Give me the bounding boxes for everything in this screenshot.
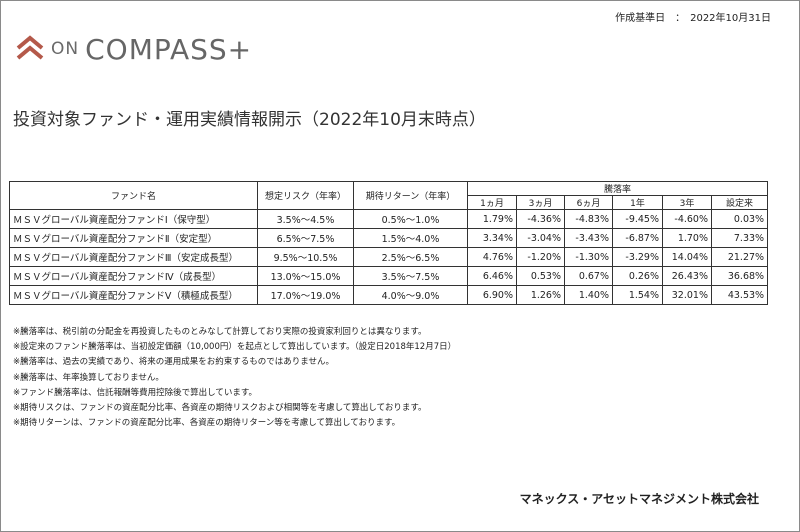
- table-cell: -1.30%: [564, 247, 613, 267]
- table-cell: 32.01%: [662, 285, 712, 305]
- table-cell: 6.46%: [467, 266, 517, 286]
- table-body: ＭＳＶグローバル資産配分ファンドⅠ（保守型） 3.5%～4.5% 0.5%～1.0%…: [9, 209, 769, 305]
- table-cell: 0.53%: [516, 266, 565, 286]
- header-cell: 期待リターン（年率）: [353, 181, 468, 210]
- note: ※設定来のファンド騰落率は、当初設定価額（10,000円）を起点として算出してい…: [13, 342, 457, 353]
- header-cell: 設定来: [710, 195, 769, 210]
- table-cell: 0.26%: [612, 266, 663, 286]
- date: 2022年10月31日: [690, 13, 771, 24]
- fund-name: ＭＳＶグローバル資産配分ファンドⅠ（保守型）: [9, 209, 258, 229]
- table-cell: 4.0%～9.0%: [353, 285, 468, 305]
- table-cell: -4.83%: [564, 209, 613, 229]
- note: ※騰落率は、税引前の分配金を再投資したものとみなして計算しており実際の投資家利回…: [13, 327, 427, 337]
- header-cell: 3年: [662, 195, 712, 210]
- table-cell: -1.20%: [516, 247, 565, 267]
- table-cell: 26.43%: [662, 266, 712, 286]
- logo-prefix: ON: [51, 39, 80, 59]
- table-cell: 7.33%: [710, 228, 769, 248]
- table-cell: -3.04%: [516, 228, 565, 248]
- table-cell: 6.90%: [467, 285, 517, 305]
- table-row: ＭＳＶグローバル資産配分ファンドⅡ（安定型） 6.5%～7.5% 1.5%～4.0%…: [9, 228, 769, 248]
- table-cell: -4.60%: [662, 209, 712, 229]
- logo-icon: [16, 35, 44, 60]
- fund-name: ＭＳＶグローバル資産配分ファンドⅡ（安定型）: [9, 228, 258, 248]
- table-cell: 13.0%～15.0%: [257, 266, 354, 286]
- note: ※騰落率は、年率換算しておりません。: [13, 372, 164, 383]
- table-cell: 4.76%: [467, 247, 517, 267]
- note: ※騰落率は、過去の実績であり、将来の運用成果をお約束するものではありません。: [13, 357, 334, 368]
- table-cell: 1.26%: [516, 285, 565, 305]
- table-cell: 1.70%: [662, 228, 712, 248]
- table-cell: 0.5%～1.0%: [353, 209, 468, 229]
- header-cell: 3ヵ月: [516, 195, 565, 210]
- table-row: ＭＳＶグローバル資産配分ファンドⅤ（積極成長型） 17.0%～19.0% 4.0%～…: [9, 285, 769, 305]
- header-cell: 1ヵ月: [467, 195, 517, 210]
- date-separator: ：: [675, 13, 681, 24]
- fund-name: ＭＳＶグローバル資産配分ファンドⅤ（積極成長型）: [9, 285, 258, 305]
- header-cell: 騰落率: [466, 181, 769, 196]
- table-cell: 43.53%: [710, 285, 769, 305]
- table-cell: 1.40%: [564, 285, 613, 305]
- table-cell: 21.27%: [710, 247, 769, 267]
- table-cell: 3.34%: [467, 228, 517, 248]
- table-cell: -6.87%: [612, 228, 663, 248]
- fund-name: ＭＳＶグローバル資産配分ファンドⅣ（成長型）: [9, 266, 258, 286]
- logo: ON COMPASS+: [15, 31, 252, 67]
- table-cell: 3.5%～4.5%: [257, 209, 354, 229]
- date-line: 作成基準日 ： 2022年10月31日: [615, 9, 771, 24]
- table-cell: -3.43%: [564, 228, 613, 248]
- notes: ※騰落率は、税引前の分配金を再投資したものとみなして計算しており実際の投資家利回…: [13, 325, 456, 431]
- table-cell: 2.5%～6.5%: [353, 247, 468, 267]
- table-cell: 1.79%: [467, 209, 517, 229]
- title: 投資対象ファンド・運用実績情報開示（2022年10月末時点）: [13, 110, 486, 130]
- note: ※期待リターンは、ファンドの資産配分比率、各資産の期待リターン等を考慮して算出し…: [13, 418, 401, 429]
- table-cell: 0.03%: [710, 209, 769, 229]
- header-cell: 1年: [612, 195, 663, 210]
- table-cell: -9.45%: [612, 209, 663, 229]
- table-row: ＭＳＶグローバル資産配分ファンドⅠ（保守型） 3.5%～4.5% 0.5%～1.0%…: [9, 209, 769, 229]
- date-label: 作成基準日: [615, 13, 666, 24]
- table-row: ＭＳＶグローバル資産配分ファンドⅣ（成長型） 13.0%～15.0% 3.5%～7.…: [9, 266, 769, 286]
- performance-table: ファンド名 想定リスク（年率） 期待リターン（年率） 騰落率 1ヵ月 3ヵ月 6ヵ月…: [9, 181, 769, 305]
- header-cell: 6ヵ月: [564, 195, 613, 210]
- header-cell: ファンド名: [9, 181, 258, 210]
- logo-name: COMPASS+: [85, 32, 253, 66]
- table-cell: 1.5%～4.0%: [353, 228, 468, 248]
- table-cell: -4.36%: [516, 209, 565, 229]
- fund-name: ＭＳＶグローバル資産配分ファンドⅢ（安定成長型）: [9, 247, 258, 267]
- table-cell: -3.29%: [612, 247, 663, 267]
- header-cell: 想定リスク（年率）: [257, 181, 354, 210]
- table-cell: 36.68%: [710, 266, 769, 286]
- table-cell: 1.54%: [612, 285, 663, 305]
- table-cell: 0.67%: [564, 266, 613, 286]
- table-cell: 17.0%～19.0%: [257, 285, 354, 305]
- table-cell: 3.5%～7.5%: [353, 266, 468, 286]
- table-cell: 9.5%～10.5%: [257, 247, 354, 267]
- note: ※ファンド騰落率は、信託報酬等費用控除後で算出しています。: [13, 387, 258, 398]
- table-cell: 6.5%～7.5%: [257, 228, 354, 248]
- company-name: マネックス・アセットマネジメント株式会社: [519, 492, 759, 506]
- table-cell: 14.04%: [662, 247, 712, 267]
- table-row: ＭＳＶグローバル資産配分ファンドⅢ（安定成長型） 9.5%～10.5% 2.5%～6…: [9, 247, 769, 267]
- note: ※期待リスクは、ファンドの資産配分比率、各資産の期待リスクおよび相関等を考慮して…: [13, 403, 427, 414]
